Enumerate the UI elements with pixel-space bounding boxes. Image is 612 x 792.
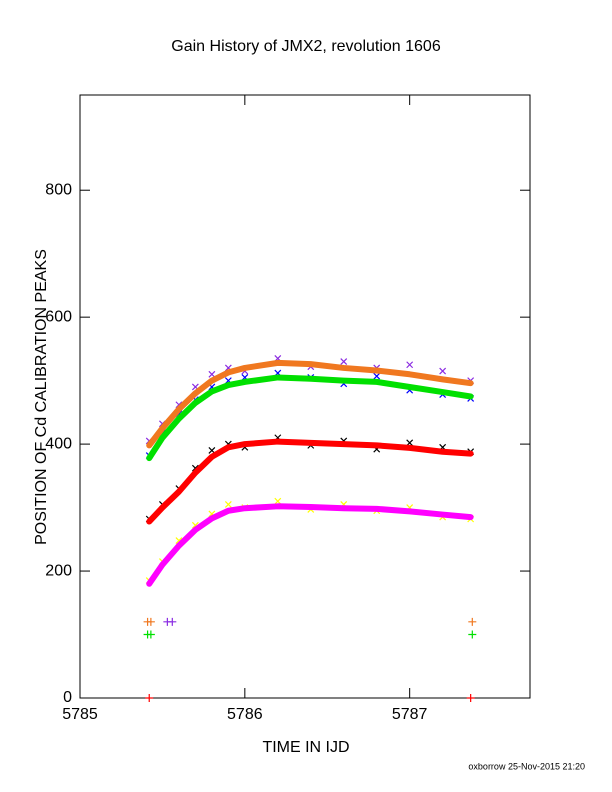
data-point (466, 694, 475, 702)
data-point (439, 367, 447, 375)
gain-curve (146, 359, 474, 449)
data-point (340, 358, 348, 366)
data-point (468, 617, 477, 626)
y-tick-label: 400 (45, 435, 72, 452)
data-point (145, 694, 154, 702)
data-point (224, 500, 232, 508)
data-point (274, 497, 282, 505)
gain-curve (146, 503, 474, 587)
x-axis-label: TIME IN IJD (262, 739, 349, 756)
x-tick-label: 5787 (392, 706, 428, 723)
y-tick-label: 200 (45, 562, 72, 579)
data-point (468, 630, 477, 639)
chart-title: Gain History of JMX2, revolution 1606 (171, 38, 441, 55)
gain-curve (146, 374, 474, 462)
data-point (168, 617, 177, 626)
x-tick-label: 5786 (227, 706, 263, 723)
y-tick-label: 800 (45, 181, 72, 198)
y-tick-label: 600 (45, 308, 72, 325)
y-axis-label: POSITION OF Cd CALIBRATION PEAKS (33, 249, 50, 545)
y-tick-label: 0 (63, 689, 72, 706)
data-point (373, 372, 381, 380)
footer: oxborrow 25-Nov-2015 21:20 (468, 761, 585, 771)
x-tick-label: 5785 (62, 706, 98, 723)
gain-curve (146, 438, 474, 525)
plot-frame (79, 94, 531, 699)
data-point (406, 361, 414, 369)
data-point (146, 617, 155, 626)
data-point (146, 630, 155, 639)
